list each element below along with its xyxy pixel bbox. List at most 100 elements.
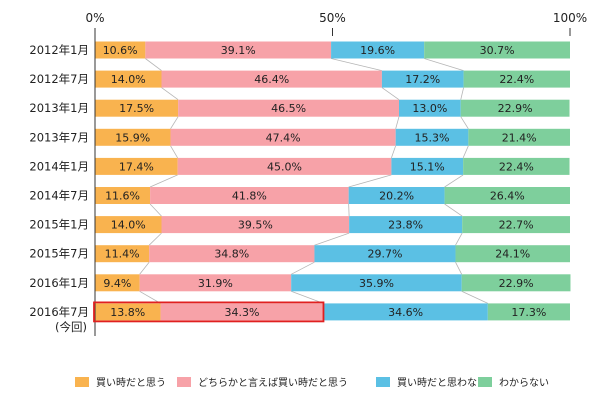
bar-segment <box>348 187 445 204</box>
connector-line <box>455 232 463 246</box>
bar-segment <box>178 99 399 117</box>
bar-segment <box>349 216 463 234</box>
bar-segment <box>150 187 349 204</box>
data-label: 10.6% <box>103 44 138 57</box>
connector-line <box>391 145 397 159</box>
data-label: 14.0% <box>111 73 146 86</box>
bar-segment <box>139 274 292 292</box>
bar-segment <box>391 157 464 175</box>
connector-line <box>460 87 464 100</box>
legend: 買い時だと思う どちらかと言えば買い時だと思う 買い時だと思わない わからない <box>75 376 549 389</box>
bar-segment <box>444 187 570 204</box>
data-label: 26.4% <box>490 190 525 203</box>
bar-segment <box>323 303 488 321</box>
bar-segment <box>463 70 570 88</box>
bar-segment <box>95 274 140 292</box>
data-label: 19.6% <box>360 44 395 57</box>
bar-segment <box>160 303 324 321</box>
connector-line <box>148 232 162 246</box>
data-label: 46.5% <box>271 102 306 115</box>
connector-line <box>461 290 488 304</box>
connector-lines <box>139 58 488 304</box>
legend-label: わからない <box>499 377 549 389</box>
bar-segment <box>177 157 392 175</box>
bar-segment <box>381 70 464 88</box>
data-label: 22.4% <box>499 73 534 86</box>
bar-segment <box>460 99 570 117</box>
data-label: 31.9% <box>198 277 233 290</box>
data-label: 15.1% <box>410 160 445 173</box>
category-note: (今回) <box>55 320 87 334</box>
legend-label: どちらかと言えば買い時だと思う <box>198 376 348 389</box>
data-label: 24.1% <box>495 248 530 261</box>
legend-swatch <box>478 377 492 387</box>
connector-line <box>314 232 350 246</box>
connector-line <box>170 116 179 130</box>
data-label: 22.7% <box>499 219 534 232</box>
data-label: 22.4% <box>499 160 534 173</box>
bar-segment <box>161 216 350 234</box>
bar-segment <box>95 216 162 234</box>
connector-line <box>149 203 162 217</box>
bar-segment <box>95 157 178 175</box>
category-label: 2014年1月 <box>29 159 89 173</box>
bar-segment <box>455 245 570 263</box>
data-label: 11.6% <box>105 190 140 203</box>
category-labels: 2012年1月 2012年7月 2013年1月 2013年7月 2014年1月 2014年… <box>29 43 89 334</box>
data-label: 17.2% <box>405 73 440 86</box>
bar-segment <box>95 187 151 204</box>
connector-line <box>381 87 400 101</box>
connector-line <box>444 174 464 188</box>
data-label: 13.0% <box>412 102 447 115</box>
legend-swatch <box>376 377 390 387</box>
bar-segment <box>149 245 315 263</box>
x-tick-label: 50% <box>319 11 346 25</box>
data-label: 34.6% <box>388 306 423 319</box>
connector-line <box>455 262 463 275</box>
data-label: 30.7% <box>480 44 515 57</box>
data-label: 41.8% <box>232 190 267 203</box>
data-labels: 10.6% 14.0% 17.5% 15.9% 17.4% 11.6% 14.0% 11.4%… <box>103 44 547 319</box>
highlight-box <box>93 301 325 323</box>
category-label: 2015年1月 <box>29 218 89 232</box>
connector-line <box>462 145 469 159</box>
data-label: 20.2% <box>379 190 414 203</box>
data-label: 39.1% <box>221 44 256 57</box>
connector-line <box>145 58 162 71</box>
data-label: 9.4% <box>103 277 131 290</box>
connector-line <box>139 261 150 275</box>
x-tick-labels: 0% 50% 100% <box>85 11 587 25</box>
bar-segment <box>314 245 456 263</box>
connector-line <box>395 116 400 129</box>
bar-segment <box>463 157 570 175</box>
data-label: 17.5% <box>119 102 154 115</box>
connector-line <box>170 145 178 159</box>
connector-line <box>424 58 464 71</box>
connector-line <box>139 290 161 304</box>
data-label: 34.3% <box>225 306 260 319</box>
bar-segment <box>462 216 570 234</box>
category-label: 2013年1月 <box>29 101 89 115</box>
data-label: 47.4% <box>266 131 301 144</box>
connector-line <box>161 87 179 101</box>
data-label: 17.4% <box>119 160 154 173</box>
x-tick-label: 0% <box>85 11 104 25</box>
bar-segment <box>331 41 425 59</box>
category-label: 2013年7月 <box>29 130 89 144</box>
bar-segment <box>487 303 570 321</box>
legend-swatch <box>177 377 191 387</box>
bar-segment <box>395 128 469 146</box>
connector-line <box>460 116 469 130</box>
bar-segment <box>468 128 570 146</box>
data-label: 29.7% <box>368 248 403 261</box>
axes <box>94 28 571 336</box>
legend-label: 買い時だと思わない <box>397 377 487 389</box>
bar-segment <box>170 128 396 146</box>
data-label: 23.8% <box>388 219 423 232</box>
bar-segments <box>95 41 571 321</box>
connector-line <box>330 58 382 71</box>
bar-segment <box>95 41 146 59</box>
legend-swatch <box>75 377 89 387</box>
bar-segment <box>145 41 332 59</box>
